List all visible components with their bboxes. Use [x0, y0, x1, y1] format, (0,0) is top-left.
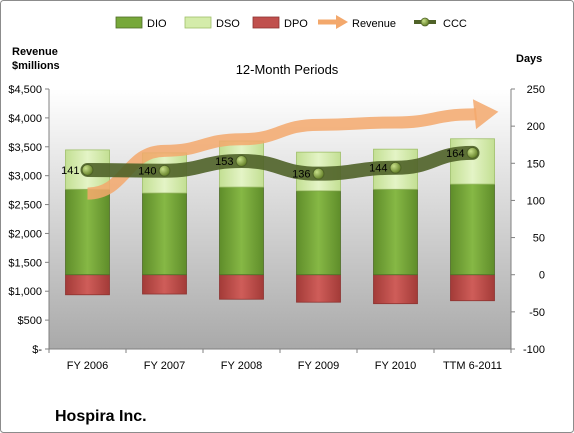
- bar-dpo-0: [65, 274, 110, 296]
- legend-label-dio: DIO: [147, 18, 167, 30]
- right-tick-label-0: -100: [523, 344, 545, 356]
- legend-label-revenue: Revenue: [352, 18, 396, 30]
- company-name: Hospira Inc.: [55, 408, 147, 425]
- category-label-1: FY 2007: [144, 360, 185, 372]
- right-tick-label-1: -50: [529, 307, 545, 319]
- plot-title: 12-Month Periods: [236, 62, 339, 77]
- revenue-line: [86, 108, 479, 200]
- left-axis-ticks: $- $500 $1,000 $1,500 $2,000 $2,500 $3,000 $3,5…: [8, 84, 49, 356]
- bar-dio-4: [373, 188, 418, 276]
- left-axis-title-line2: $millions: [12, 60, 60, 72]
- left-tick-label-3: $1,500: [8, 257, 42, 269]
- legend-swatch-dpo: [252, 16, 280, 29]
- category-label-4: FY 2010: [375, 360, 416, 372]
- right-tick-label-2: 0: [539, 270, 545, 282]
- left-tick-label-1: $500: [18, 315, 42, 327]
- left-axis-title-line1: Revenue: [12, 46, 58, 58]
- right-tick-label-5: 150: [527, 158, 545, 170]
- bar-dpo-5: [450, 274, 495, 302]
- legend-label-dso: DSO: [216, 18, 240, 30]
- right-tick-label-7: 250: [527, 84, 545, 96]
- revenue-layer: [86, 99, 499, 200]
- legend-swatch-dio: [115, 16, 143, 29]
- bar-dpo-4: [373, 274, 418, 305]
- legend-label-ccc: CCC: [443, 18, 467, 30]
- bar-dpo-1: [142, 274, 187, 295]
- ccc-point-4: [389, 161, 402, 174]
- bar-dio-1: [142, 192, 187, 276]
- left-tick-label-9: $4,500: [8, 84, 42, 96]
- ccc-data-label-0: 141: [61, 165, 79, 177]
- right-tick-label-4: 100: [527, 195, 545, 207]
- category-label-5: TTM 6-2011: [443, 360, 502, 372]
- ccc-point-3: [312, 167, 325, 180]
- right-axis-ticks: -100 -50 0 50 100 150 200 250: [511, 84, 545, 356]
- ccc-data-label-3: 136: [292, 169, 310, 181]
- bar-dpo-2: [219, 274, 264, 300]
- ccc-data-label-5: 164: [446, 148, 464, 160]
- ccc-layer: 141 140 153 136 144 164: [61, 145, 480, 181]
- bar-dio-3: [296, 190, 341, 276]
- ccc-point-1: [158, 164, 171, 177]
- legend-swatch-dso: [184, 16, 212, 29]
- revenue-arrowhead: [472, 99, 499, 130]
- left-tick-label-6: $3,000: [8, 171, 42, 183]
- right-tick-label-3: 50: [533, 233, 545, 245]
- category-label-0: FY 2006: [67, 360, 108, 372]
- bar-dio-5: [450, 183, 495, 276]
- right-axis-title: Days: [516, 53, 542, 65]
- ccc-point-2: [235, 155, 248, 168]
- left-tick-label-8: $4,000: [8, 113, 42, 125]
- bar-dso-5: [450, 138, 495, 185]
- category-label-3: FY 2009: [298, 360, 339, 372]
- bar-dio-2: [219, 186, 264, 276]
- ccc-data-label-2: 153: [215, 156, 233, 168]
- legend-label-dpo: DPO: [284, 18, 308, 30]
- category-label-2: FY 2008: [221, 360, 262, 372]
- legend-swatch-revenue: [318, 15, 348, 29]
- left-tick-label-0: $-: [32, 344, 42, 356]
- legend: DIO DSO DPO Revenue CCC: [115, 15, 467, 30]
- right-tick-label-6: 200: [527, 121, 545, 133]
- ccc-point-5: [466, 146, 479, 159]
- ccc-data-label-1: 140: [138, 166, 156, 178]
- left-tick-label-7: $3,500: [8, 142, 42, 154]
- left-tick-label-2: $1,000: [8, 286, 42, 298]
- left-tick-label-4: $2,000: [8, 228, 42, 240]
- bar-dpo-3: [296, 274, 341, 303]
- ccc-point-0: [81, 163, 94, 176]
- category-axis-ticks: FY 2006 FY 2007 FY 2008 FY 2009 FY 2010 TTM 6…: [48, 349, 512, 372]
- left-tick-label-5: $2,500: [8, 200, 42, 212]
- ccc-data-label-4: 144: [369, 163, 387, 175]
- legend-swatch-ccc: [414, 17, 436, 27]
- bar-dio-0: [65, 188, 110, 276]
